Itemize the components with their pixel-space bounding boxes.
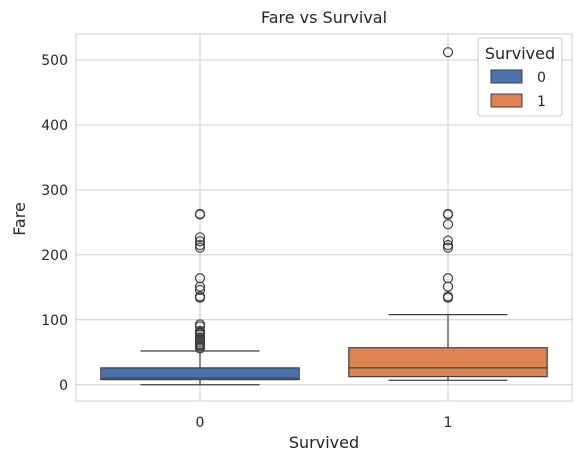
legend-label: 1 [537,94,546,110]
legend-entries: 01 [490,69,546,110]
y-tick-label: 400 [41,118,68,134]
outlier-point [194,273,206,284]
outlier-point [442,47,454,58]
y-axis-label: Fare [10,202,29,236]
outlier-point [442,242,454,253]
outlier-point [442,291,454,302]
legend-title: Survived [485,44,555,63]
legend-label: 0 [537,70,546,86]
chart-title: Fare vs Survival [261,8,387,27]
box-series [100,47,548,386]
outlier-point [194,232,206,243]
outlier-point [194,332,206,343]
outlier-point [194,291,206,302]
y-tick-label: 500 [41,53,68,69]
outlier-point [194,242,206,253]
box-group-0 [100,208,300,386]
y-tick-label: 300 [41,183,68,199]
x-axis-label: Survived [289,433,359,452]
legend: Survived 01 [477,37,563,117]
outlier-point [194,240,206,251]
outlier-point [442,219,454,230]
legend-swatch [490,93,523,108]
x-tick-label: 0 [196,415,205,431]
outlier-point [194,319,206,330]
legend-swatch [490,69,523,84]
outlier-point [442,273,454,284]
box-iqr [348,347,548,378]
outlier-point [442,208,454,220]
y-tick-label: 200 [41,248,68,264]
outlier-point [194,208,206,220]
outlier-point [194,325,206,336]
y-axis-ticks: 0 100 200 300 400 500 [41,53,68,394]
box-iqr [100,367,300,381]
x-tick-label: 1 [444,415,453,431]
y-tick-label: 0 [59,378,68,394]
box-group-1 [348,47,548,381]
outlier-point [194,236,206,247]
y-tick-label: 100 [41,313,68,329]
outlier-point [442,240,454,251]
outlier-point [442,235,454,246]
outlier-point [194,284,206,296]
